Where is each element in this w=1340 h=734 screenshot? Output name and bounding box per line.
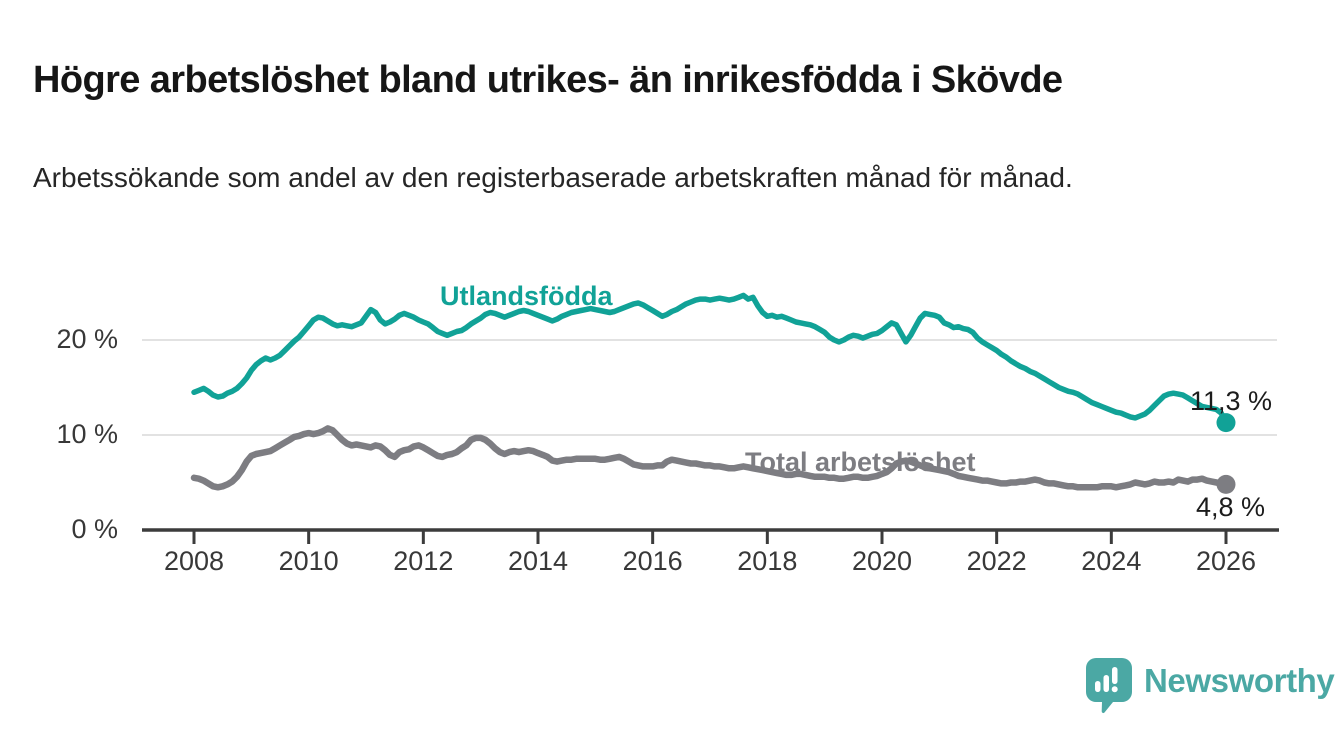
x-tick-label: 2020 [851,546,913,576]
x-tick-label: 2024 [1081,546,1142,576]
newsworthy-logo: Newsworthy [1086,658,1335,714]
y-tick-label: 20 % [56,324,118,354]
series-end-dot [1216,413,1236,433]
end-value-label-total: 4,8 % [1196,492,1266,522]
newsworthy-logo-icon [1086,658,1132,714]
x-tick-label: 2008 [163,546,225,576]
x-tick-label: 2010 [278,546,339,576]
x-tick-label: 2016 [622,546,683,576]
x-tick-label: 2026 [1195,546,1257,576]
x-tick-label: 2022 [966,546,1027,576]
end-value-label-utlandsfodda: 11,3 % [1190,386,1273,416]
series-line-total [190,425,1230,491]
series-label-total-arbetsloshet: Total arbetslöshet [745,447,976,477]
series-end-dot [1216,474,1236,494]
page-title: Högre arbetslöshet bland utrikes- än inr… [33,59,1063,102]
x-tick-label: 2018 [737,546,798,576]
x-tick-label: 2012 [393,546,454,576]
x-tick-label: 2014 [507,546,569,576]
newsworthy-logo-text: Newsworthy [1144,662,1335,699]
series-label-utlandsfodda: Utlandsfödda [440,281,613,311]
page-subtitle: Arbetssökande som andel av den registerb… [33,162,1073,193]
series-line-utlandsfodda [191,292,1229,426]
y-tick-label: 0 % [71,514,118,544]
y-tick-label: 10 % [56,419,118,449]
